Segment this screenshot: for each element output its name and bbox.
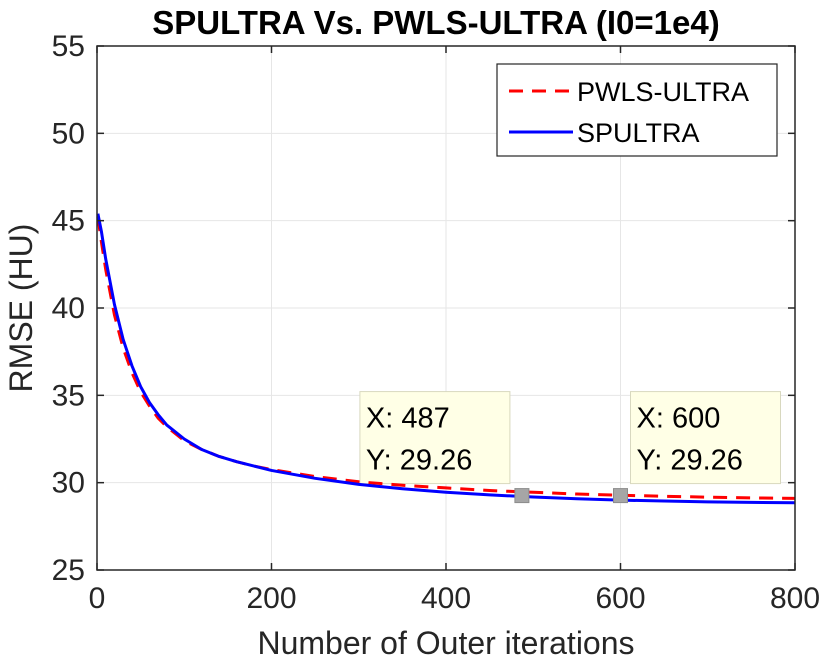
- datatip-x-0: X: 487: [366, 403, 450, 435]
- y-axis-label: RMSE (HU): [3, 224, 39, 393]
- chart-title: SPULTRA Vs. PWLS-ULTRA (I0=1e4): [152, 4, 719, 41]
- legend-label-1: SPULTRA: [577, 118, 700, 148]
- x-tick-label-1: 200: [246, 582, 296, 615]
- datatip-y-1: Y: 29.26: [637, 445, 743, 477]
- datatip-marker-0: [514, 488, 530, 504]
- datatip-y-0: Y: 29.26: [366, 445, 472, 477]
- x-tick-label-0: 0: [89, 582, 106, 615]
- y-tick-label-0: 25: [52, 554, 85, 587]
- x-tick-label-2: 400: [421, 582, 471, 615]
- axes: [96, 45, 796, 571]
- legend-label-0: PWLS-ULTRA: [577, 77, 749, 107]
- y-tick-label-1: 30: [52, 467, 85, 500]
- x-tick-label-3: 600: [595, 582, 645, 615]
- legend-box: [496, 63, 778, 157]
- datatip-box-0: [359, 391, 511, 485]
- y-tick-label-4: 45: [52, 205, 85, 238]
- y-tick-label-2: 35: [52, 379, 85, 412]
- tick-labels: 0 200 400 600 800 25 30 35 40 45 50 55: [52, 30, 820, 615]
- datatip-x-1: X: 600: [637, 403, 721, 435]
- x-tick-label-4: 800: [770, 582, 820, 615]
- y-tick-label-5: 50: [52, 117, 85, 150]
- y-tick-label-3: 40: [52, 292, 85, 325]
- y-tick-label-6: 55: [52, 30, 85, 63]
- x-axis-label: Number of Outer iterations: [257, 625, 634, 661]
- datatip-box-1: [630, 391, 781, 485]
- legend: PWLS-ULTRA SPULTRA: [496, 63, 778, 157]
- datatip-marker-1: [613, 488, 628, 504]
- series-lines: [96, 213, 796, 505]
- datatips: X: 487 Y: 29.26 X: 600 Y: 29.26: [359, 391, 781, 485]
- series-line-spultra: [96, 213, 796, 505]
